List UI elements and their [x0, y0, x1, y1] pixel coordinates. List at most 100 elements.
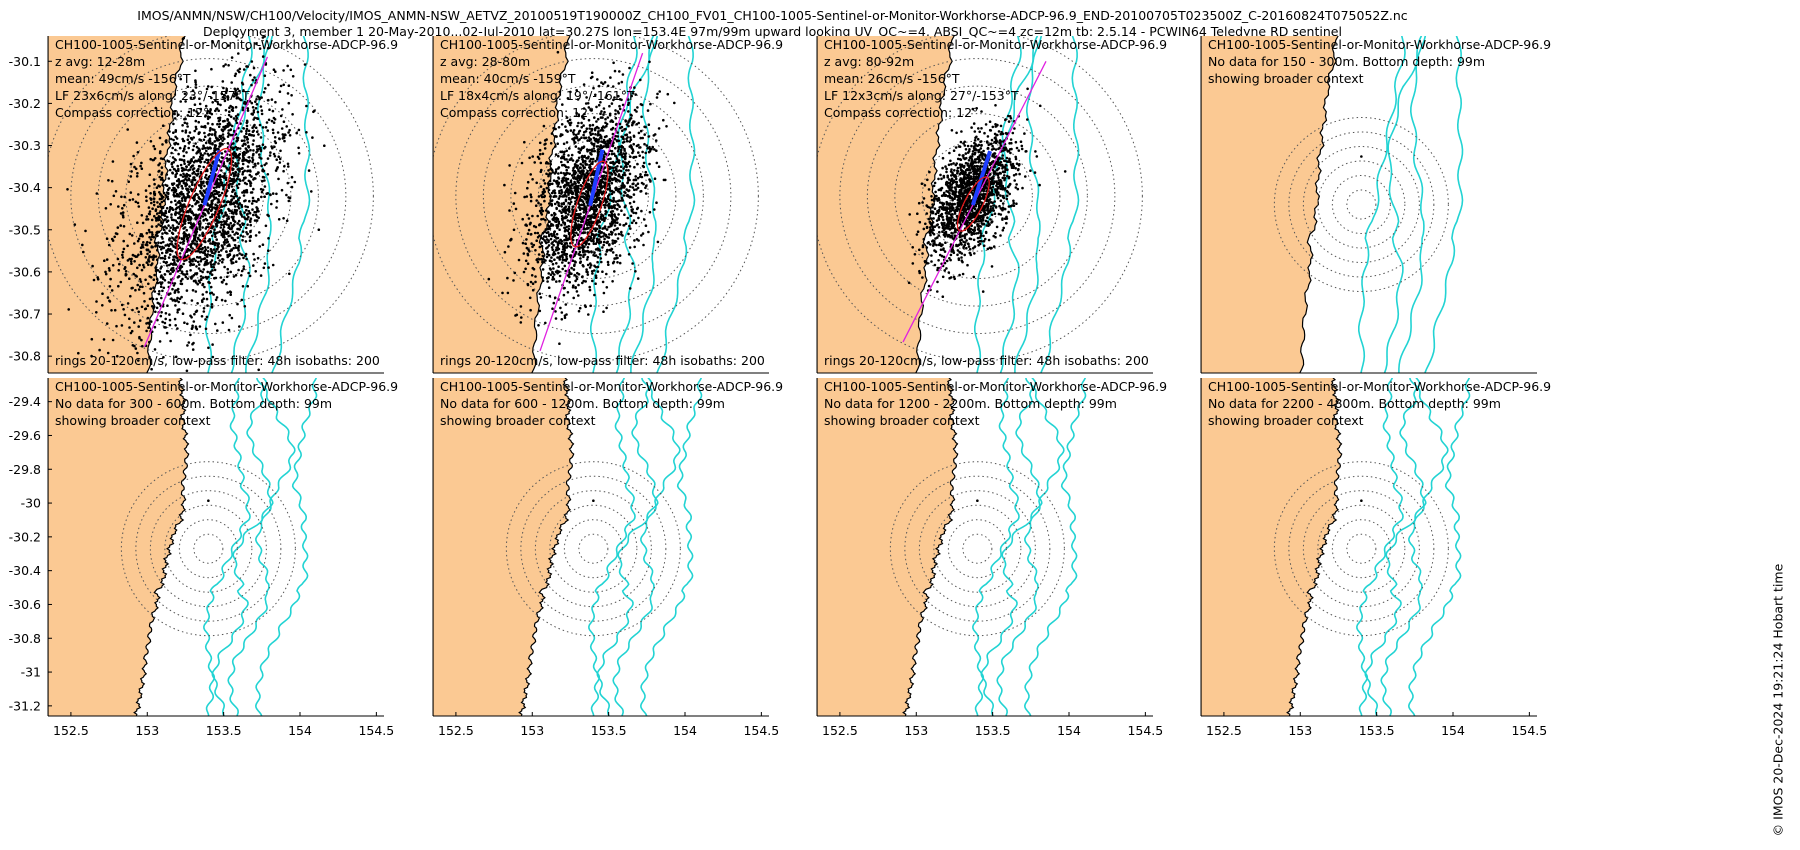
isobath-line [1383, 36, 1423, 373]
velocity-ring [918, 490, 1036, 608]
panel-info-line: No data for 150 - 300m. Bottom depth: 99… [1208, 54, 1485, 69]
y-tick-label: -30.5 [9, 222, 41, 237]
x-tick-label: 154.5 [358, 723, 394, 738]
y-tick-label: -30 [21, 496, 41, 511]
panel-info-line: z avg: 12-28m [55, 54, 145, 69]
panel-info-line: showing broader context [1208, 413, 1364, 428]
y-tick-label: -30.4 [9, 563, 41, 578]
velocity-ring [1317, 160, 1406, 249]
velocity-ring [894, 113, 1061, 280]
isobath-line [596, 378, 659, 716]
mooring-marker [1360, 499, 1363, 502]
panel-info-line: CH100-1005-Sentinel-or-Monitor-Workhorse… [824, 379, 1167, 394]
x-tick-label: 153.5 [591, 723, 627, 738]
velocity-ring [120, 461, 296, 637]
isobath-line [1014, 36, 1043, 373]
panel-info-line: LF 12x3cm/s along: 27°/-153°T [824, 88, 1019, 103]
x-tick-label: 152.5 [438, 723, 474, 738]
x-tick-label: 154 [1057, 723, 1081, 738]
panel-info-line: Compass correction: 12° [824, 105, 978, 120]
y-tick-label: -30.2 [9, 96, 41, 111]
panel-info-line: LF 23x6cm/s along: 23°/-157°T [55, 88, 250, 103]
isobath-line [1023, 378, 1087, 716]
velocity-ring [866, 85, 1088, 307]
velocity-ring [1346, 189, 1377, 220]
isobath-line [227, 378, 296, 716]
y-tick-label: -30.2 [9, 529, 41, 544]
mooring-marker [207, 499, 210, 502]
panel-footer: rings 20-120cm/s, low-pass filter: 48h i… [55, 353, 499, 368]
velocity-ring [1317, 504, 1406, 593]
panel-6: 152.5 153 153.5 154 154.5 CH100-1005-Sentinel… [432, 378, 783, 738]
x-tick-label: 153.5 [975, 723, 1011, 738]
velocity-ring [433, 36, 759, 362]
velocity-ring [537, 140, 649, 252]
isobath-line [996, 378, 1065, 716]
velocity-ring [48, 36, 374, 362]
isobath-line [271, 36, 311, 373]
y-tick-label: -31.2 [9, 698, 41, 713]
isobath-line [972, 378, 1020, 716]
figure-title-line-1: IMOS/ANMN/NSW/CH100/Velocity/IMOS_ANMN-N… [137, 8, 1408, 23]
velocity-ring [510, 113, 677, 280]
x-tick-label: 152.5 [822, 723, 858, 738]
isobath-line [612, 378, 681, 716]
isobath-line [203, 378, 251, 716]
panel-info-line: CH100-1005-Sentinel-or-Monitor-Workhorse… [1208, 37, 1551, 52]
velocity-ring [962, 533, 993, 564]
panel-7: 152.5 153 153.5 154 154.5 CH100-1005-Sentinel… [816, 378, 1167, 738]
panel-1: -30.1 -30.2 -30.3 -30.4 -30.5 -30.6 -30.7 -30.8… [9, 36, 499, 374]
panel-info-line: No data for 300 - 600m. Bottom depth: 99… [55, 396, 332, 411]
panel-info-line: mean: 49cm/s -156°T [55, 71, 191, 86]
velocity-ring [1331, 175, 1391, 234]
isobath-line [588, 378, 636, 716]
y-tick-label: -29.8 [9, 462, 41, 477]
panel-info-line: mean: 40cm/s -159°T [440, 71, 576, 86]
velocity-ring [904, 475, 1051, 622]
x-tick-label: 153.5 [1359, 723, 1395, 738]
velocity-ring [1331, 519, 1391, 579]
y-tick-label: -30.3 [9, 138, 41, 153]
isobath-line [1040, 36, 1080, 373]
velocity-ring [1288, 475, 1435, 622]
mean-vector [202, 149, 222, 206]
y-tick-label: -30.1 [9, 54, 41, 69]
y-tick-label: -31 [21, 665, 41, 680]
panel-info-line: LF 18x4cm/s along: 19°/-161°T [440, 88, 635, 103]
panel-info-line: CH100-1005-Sentinel-or-Monitor-Workhorse… [440, 379, 783, 394]
x-tick-label: 154 [673, 723, 697, 738]
velocity-ring [149, 490, 267, 608]
y-tick-label: -30.6 [9, 264, 41, 279]
velocity-ring [1346, 533, 1377, 564]
velocity-ring [563, 519, 623, 579]
x-tick-label: 152.5 [53, 723, 89, 738]
panel-info-line: CH100-1005-Sentinel-or-Monitor-Workhorse… [824, 37, 1167, 52]
panel-info-line: CH100-1005-Sentinel-or-Monitor-Workhorse… [1208, 379, 1551, 394]
isobath-line [1424, 36, 1464, 373]
x-tick-label: 154.5 [1127, 723, 1163, 738]
velocity-ring [505, 461, 681, 637]
x-tick-label: 153 [520, 723, 544, 738]
velocity-ring [178, 519, 238, 579]
panel-info-line: showing broader context [440, 413, 596, 428]
panel-info-line: showing broader context [1208, 71, 1364, 86]
panel-info-line: showing broader context [824, 413, 980, 428]
velocity-ring [482, 85, 704, 307]
x-tick-label: 154 [1441, 723, 1465, 738]
isobath-line [1364, 378, 1427, 716]
y-tick-label: -29.4 [9, 394, 41, 409]
velocity-ring [1273, 461, 1449, 637]
y-tick-label: -29.6 [9, 428, 41, 443]
isobath-line [980, 378, 1043, 716]
panel-5: -29.4 -29.6 -29.8 -30 -30.2 -30.4 -30.6 -30.8 -3… [9, 378, 398, 738]
velocity-ring [933, 504, 1022, 593]
velocity-ring [1273, 117, 1449, 292]
panel-info-line: z avg: 80-92m [824, 54, 914, 69]
panel-info-line: No data for 1200 - 2200m. Bottom depth: … [824, 396, 1117, 411]
isobath-line [1398, 36, 1427, 373]
x-tick-label: 153 [1288, 723, 1312, 738]
isobath-line [1407, 378, 1471, 716]
x-tick-label: 154.5 [743, 723, 779, 738]
panel-info-line: CH100-1005-Sentinel-or-Monitor-Workhorse… [55, 37, 398, 52]
